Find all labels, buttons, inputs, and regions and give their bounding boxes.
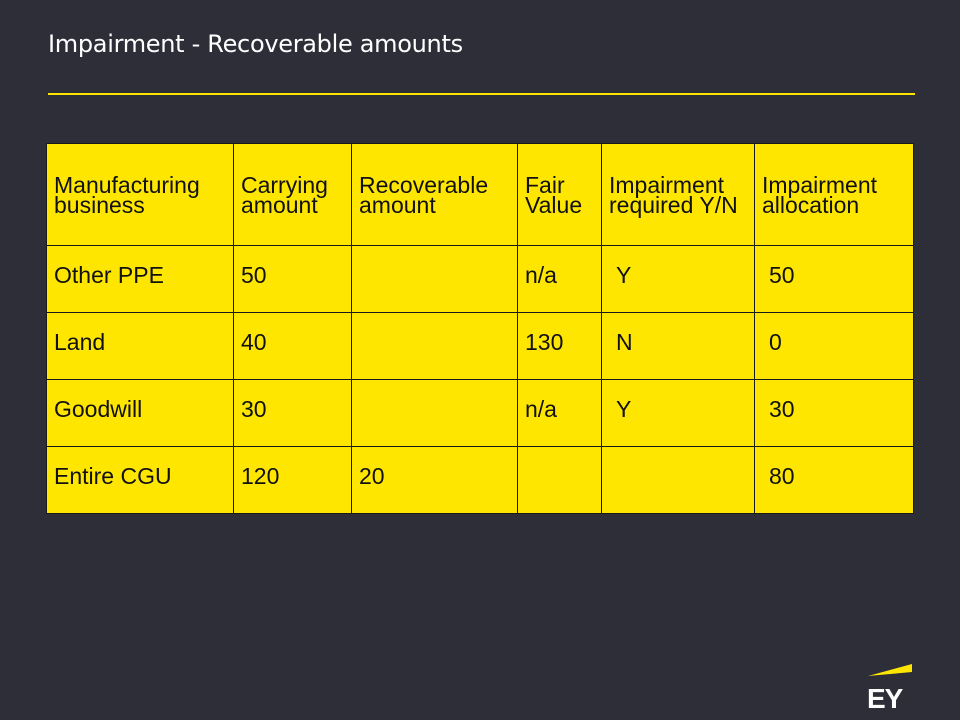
table-cell: Entire CGU bbox=[46, 446, 234, 514]
ey-logo-text: EY bbox=[867, 683, 904, 710]
table-cell: 30 bbox=[233, 379, 352, 447]
header-fair-value: Fair Value bbox=[517, 143, 602, 246]
table-cell: Y bbox=[601, 245, 755, 313]
table-cell: 30 bbox=[754, 379, 914, 447]
table-cell bbox=[517, 446, 602, 514]
table-row: Goodwill 30 n/a Y 30 bbox=[46, 379, 914, 447]
table-cell: N bbox=[601, 312, 755, 380]
ey-logo-icon: EY bbox=[867, 664, 912, 710]
ey-beam-mark bbox=[868, 664, 912, 676]
table-cell: 80 bbox=[754, 446, 914, 514]
header-impairment-required: Impairment required Y/N bbox=[601, 143, 755, 246]
table-cell: Goodwill bbox=[46, 379, 234, 447]
table-cell: 130 bbox=[517, 312, 602, 380]
table-cell: n/a bbox=[517, 379, 602, 447]
table-cell: 50 bbox=[233, 245, 352, 313]
table-cell bbox=[351, 245, 518, 313]
header-manufacturing-business: Manufacturing business bbox=[46, 143, 234, 246]
table-cell: n/a bbox=[517, 245, 602, 313]
table-row: Entire CGU 120 20 80 bbox=[46, 446, 914, 514]
table-cell: 0 bbox=[754, 312, 914, 380]
table-cell: 40 bbox=[233, 312, 352, 380]
table-cell bbox=[351, 379, 518, 447]
table-cell: 50 bbox=[754, 245, 914, 313]
table-cell bbox=[351, 312, 518, 380]
table-row: Land 40 130 N 0 bbox=[46, 312, 914, 380]
header-carrying-amount: Carrying amount bbox=[233, 143, 352, 246]
table-cell: Y bbox=[601, 379, 755, 447]
table-cell: 120 bbox=[233, 446, 352, 514]
table-header-row: Manufacturing business Carrying amount R… bbox=[46, 143, 914, 246]
table-cell bbox=[601, 446, 755, 514]
impairment-table: Manufacturing business Carrying amount R… bbox=[46, 143, 914, 514]
table-cell: 20 bbox=[351, 446, 518, 514]
header-impairment-allocation: Impairment allocation bbox=[754, 143, 914, 246]
title-divider bbox=[48, 93, 915, 95]
table-cell: Land bbox=[46, 312, 234, 380]
table-cell: Other PPE bbox=[46, 245, 234, 313]
page-title: Impairment - Recoverable amounts bbox=[48, 30, 463, 58]
table-row: Other PPE 50 n/a Y 50 bbox=[46, 245, 914, 313]
header-recoverable-amount: Recoverable amount bbox=[351, 143, 518, 246]
